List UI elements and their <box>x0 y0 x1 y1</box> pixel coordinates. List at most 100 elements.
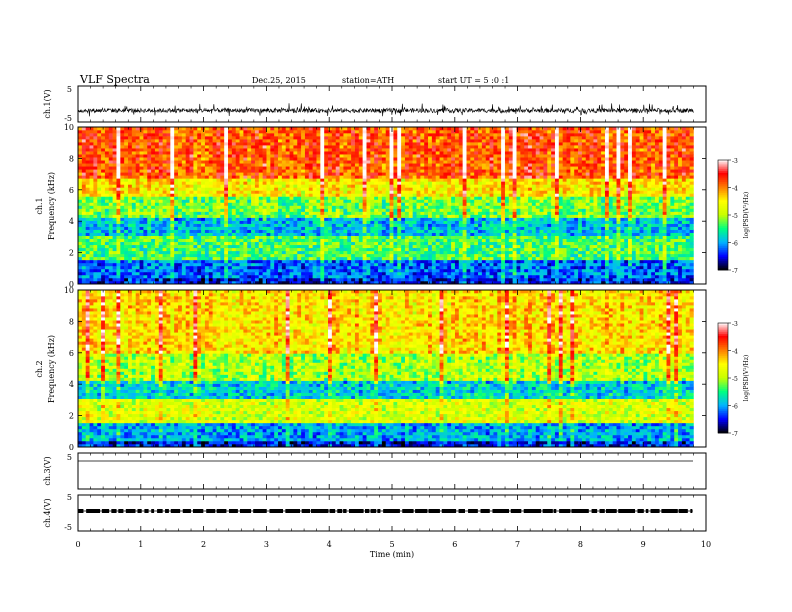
spectrogram-cell <box>454 196 460 200</box>
spectrogram-cell <box>666 265 671 270</box>
spectrogram-cell <box>312 268 317 273</box>
spectrogram-cell <box>539 232 544 236</box>
spectrogram-cell <box>93 226 98 230</box>
spectrogram-cell <box>154 187 160 191</box>
spectrogram-cell <box>447 220 452 224</box>
spectrogram-cell <box>535 277 540 282</box>
spectrogram-cell <box>320 196 325 200</box>
spectrogram-cell <box>162 274 167 279</box>
spectrogram-cell <box>181 229 187 233</box>
spectrogram-cell <box>424 193 429 197</box>
spectrogram-cell <box>447 193 452 197</box>
spectrogram-cell <box>320 199 325 203</box>
spectrogram-cell <box>658 220 663 224</box>
spectrogram-cell <box>531 253 537 258</box>
spectrogram-cell <box>554 271 560 276</box>
spectrogram-cell <box>228 199 233 203</box>
spectrogram-cell <box>520 190 525 194</box>
spectrogram-cell <box>228 217 233 221</box>
spectrogram-cell <box>270 229 275 233</box>
spectrogram-cell <box>620 280 625 285</box>
spectrogram-cell <box>331 268 337 273</box>
spectrogram-cell <box>620 232 625 236</box>
spectrogram-cell <box>481 235 487 240</box>
ch1-waveform-ylabel: ch.1(V) <box>43 89 52 118</box>
spectrogram-cell <box>401 211 406 215</box>
spectrogram-cell <box>508 265 513 270</box>
spectrogram-cell <box>231 247 237 252</box>
spectrogram-cell <box>108 259 113 264</box>
spectrogram-cell <box>585 259 590 264</box>
spectrogram-cell <box>189 211 194 215</box>
spectrogram-cell <box>81 238 86 243</box>
spectrogram-cell <box>404 214 410 218</box>
spectrogram-cell <box>681 190 687 194</box>
spectrogram-cell <box>397 274 402 279</box>
spectrogram-cell <box>578 229 583 233</box>
spectrogram-cell <box>154 250 160 255</box>
spectrogram-cell <box>208 217 213 221</box>
spectrogram-cell <box>466 226 471 230</box>
spectrogram-cell <box>135 190 140 194</box>
spectrogram-cell <box>81 190 86 194</box>
spectrogram-cell <box>454 268 460 273</box>
spectrogram-cell <box>101 220 106 224</box>
spectrogram-cell <box>678 268 683 273</box>
spectrogram-cell <box>551 235 556 240</box>
spectrogram-cell <box>374 229 379 233</box>
spectrogram-cell <box>262 220 267 224</box>
spectrogram-cell <box>231 238 237 243</box>
spectrogram-cell <box>228 229 233 233</box>
spectrogram-cell <box>558 220 563 224</box>
spectrogram-cell <box>228 232 233 236</box>
spectrogram-cell <box>616 271 621 276</box>
spectrogram-cell <box>89 199 94 203</box>
spectrogram-cell <box>412 277 417 282</box>
spectrogram-cell <box>247 256 252 261</box>
spectrogram-cell <box>366 265 371 270</box>
spectrogram-cell <box>485 235 490 240</box>
spectrogram-cell <box>378 223 383 227</box>
spectrogram-cell <box>558 193 563 197</box>
spectrogram-cell <box>428 268 433 273</box>
spectrogram-cell <box>251 259 256 264</box>
spectrogram-cell <box>531 205 537 209</box>
spectrogram-cell <box>347 208 352 212</box>
spectrogram-cell <box>670 229 675 233</box>
spectrogram-cell <box>593 193 598 197</box>
spectrogram-cell <box>593 226 598 230</box>
spectrogram-cell <box>551 193 556 197</box>
spectrogram-cell <box>643 214 648 218</box>
spectrogram-cell <box>212 274 217 279</box>
spectrogram-cell <box>258 241 263 246</box>
spectrogram-cell <box>316 244 321 249</box>
spectrogram-cell <box>135 241 140 246</box>
spectrogram-cell <box>89 220 94 224</box>
spectrogram-cell <box>420 262 425 267</box>
spectrogram-cell <box>385 214 390 218</box>
ch1-waveform-panel: 5 -5 ch.1(V) <box>43 85 707 123</box>
spectrogram-cell <box>189 274 194 279</box>
spectrogram-cell <box>128 271 133 276</box>
spectrogram-cell <box>670 196 675 200</box>
spectrogram-cell <box>493 208 498 212</box>
spectrogram-cell <box>435 259 440 264</box>
spectrogram-cell <box>331 232 337 236</box>
spectrogram-cell <box>189 244 194 249</box>
spectrogram-cell <box>566 208 571 212</box>
spectrogram-cell <box>562 232 567 236</box>
spectrogram-cell <box>662 202 667 206</box>
spectrogram-cell <box>174 208 179 212</box>
spectrogram-cell <box>662 253 667 258</box>
spectrogram-cell <box>85 274 90 279</box>
spectrogram-cell <box>193 265 198 270</box>
spectrogram-cell <box>289 208 294 212</box>
spectrogram-cell <box>358 199 363 203</box>
spectrogram-cell <box>647 241 652 246</box>
spectrogram-cell <box>243 280 248 285</box>
spectrogram-cell <box>631 256 637 261</box>
spectrogram-cell <box>116 244 121 249</box>
spectrogram-cell <box>539 256 544 261</box>
spectrogram-cell <box>689 217 694 221</box>
spectrogram-cell <box>374 208 379 212</box>
